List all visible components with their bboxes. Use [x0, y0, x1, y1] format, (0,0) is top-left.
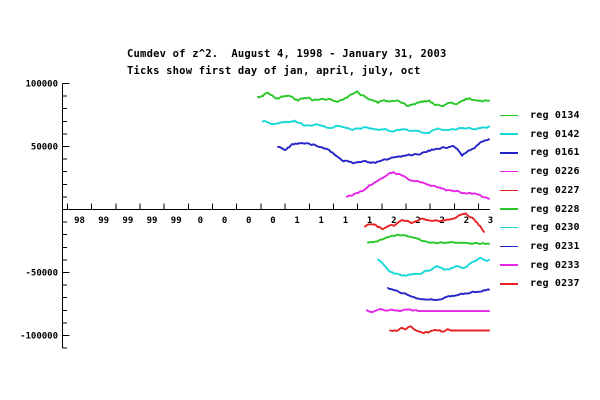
legend-swatch: [500, 226, 518, 229]
legend-swatch: [500, 208, 518, 210]
series-line-reg-0233: [366, 308, 490, 314]
x-tick-label: 99: [147, 216, 158, 226]
legend-item: reg 0142: [500, 125, 580, 144]
x-tick-label: 0: [198, 216, 203, 226]
x-tick-label: 99: [171, 216, 182, 226]
legend-item: reg 0231: [500, 237, 580, 256]
legend-label: reg 0134: [530, 110, 580, 121]
x-tick-label: 0: [222, 216, 227, 226]
legend-item: reg 0230: [500, 218, 580, 237]
y-tick-label: 50000: [31, 143, 58, 153]
legend: reg 0134 reg 0142 reg 0161 reg 0226 reg 0227…: [500, 106, 600, 306]
x-tick-label: 98: [74, 216, 85, 226]
legend-label: reg 0233: [530, 259, 580, 271]
x-tick-label: 1: [343, 216, 348, 226]
legend-swatch: [500, 170, 518, 173]
legend-label: reg 0226: [530, 166, 580, 178]
legend-item: reg 0233: [500, 256, 580, 275]
legend-swatch: [500, 264, 518, 266]
x-tick-label: 0: [270, 216, 275, 226]
legend-item: reg 0228: [500, 200, 580, 219]
series-line-reg-0228: [367, 233, 490, 245]
chart-subtitle: Ticks show first day of jan, april, july…: [127, 65, 421, 77]
legend-item: reg 0227: [500, 181, 580, 200]
series-line-reg-0227: [364, 212, 485, 233]
legend-label: reg 0228: [530, 203, 580, 215]
legend-label: reg 0237: [530, 278, 580, 290]
series-line-reg-0142: [262, 119, 490, 135]
legend-swatch: [500, 283, 518, 285]
legend-swatch: [500, 114, 518, 117]
series-line-reg-0237: [389, 325, 490, 335]
y-tick-label: -100000: [20, 332, 58, 342]
legend-label: reg 0230: [530, 222, 580, 234]
legend-item: reg 0237: [500, 274, 580, 293]
x-tick-label: 1: [319, 216, 324, 226]
legend-swatch: [500, 152, 518, 154]
y-tick-label: 100000: [25, 80, 58, 90]
legend-label: reg 0231: [530, 240, 580, 252]
series-line-reg-0231: [387, 287, 490, 302]
legend-swatch: [500, 189, 518, 192]
series-line-reg-0161: [277, 138, 490, 165]
x-tick-label: 0: [246, 216, 251, 226]
x-tick-label: 1: [367, 216, 372, 226]
series-line-reg-0134: [257, 90, 490, 108]
legend-swatch: [500, 245, 518, 248]
series-line-reg-0226: [346, 171, 490, 200]
legend-item: reg 0134: [500, 106, 580, 125]
x-tick-label: 99: [122, 216, 133, 226]
series-line-reg-0230: [377, 256, 490, 277]
legend-label: reg 0227: [530, 184, 580, 196]
chart-title: Cumdev of z^2. August 4, 1998 - January …: [127, 48, 447, 60]
legend-label: reg 0142: [530, 128, 580, 140]
legend-item: reg 0161: [500, 143, 580, 162]
legend-item: reg 0226: [500, 162, 580, 181]
x-tick-label: 2: [464, 216, 469, 226]
y-tick-label: -50000: [25, 269, 58, 279]
x-tick-label: 1: [294, 216, 299, 226]
x-tick-label: 2: [391, 216, 396, 226]
x-tick-label: 99: [98, 216, 109, 226]
legend-swatch: [500, 133, 518, 135]
legend-label: reg 0161: [530, 147, 580, 159]
x-tick-label: 3: [488, 216, 493, 226]
